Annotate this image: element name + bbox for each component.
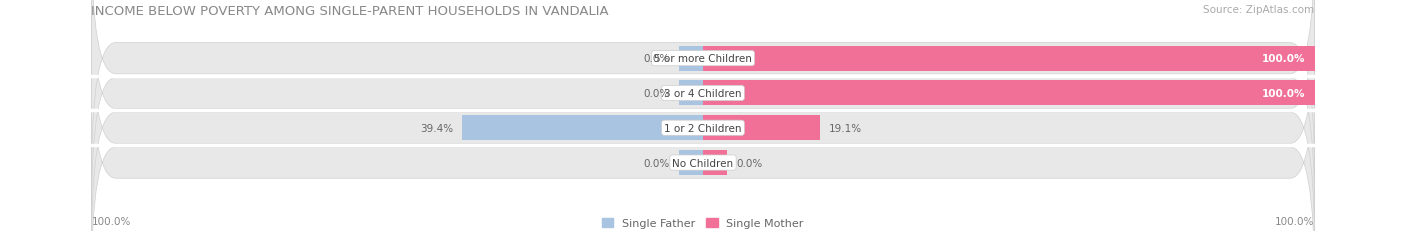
FancyBboxPatch shape [91, 0, 1315, 217]
Text: 100.0%: 100.0% [91, 216, 131, 226]
Text: 100.0%: 100.0% [1275, 216, 1315, 226]
FancyBboxPatch shape [91, 5, 1315, 231]
Text: No Children: No Children [672, 158, 734, 168]
Text: 0.0%: 0.0% [643, 158, 669, 168]
Text: 39.4%: 39.4% [420, 123, 453, 133]
FancyBboxPatch shape [91, 40, 1315, 231]
Text: 0.0%: 0.0% [737, 158, 763, 168]
Bar [703, 46, 1315, 71]
Text: 1 or 2 Children: 1 or 2 Children [664, 123, 742, 133]
Text: 0.0%: 0.0% [643, 88, 669, 99]
Legend: Single Father, Single Mother: Single Father, Single Mother [598, 214, 808, 231]
Bar [463, 116, 703, 141]
Text: 19.1%: 19.1% [830, 123, 862, 133]
Text: 100.0%: 100.0% [1263, 88, 1305, 99]
Text: 3 or 4 Children: 3 or 4 Children [664, 88, 742, 99]
Text: 0.0%: 0.0% [643, 54, 669, 64]
Bar [679, 81, 703, 106]
Bar [679, 46, 703, 71]
Bar [703, 116, 820, 141]
Text: INCOME BELOW POVERTY AMONG SINGLE-PARENT HOUSEHOLDS IN VANDALIA: INCOME BELOW POVERTY AMONG SINGLE-PARENT… [91, 5, 609, 18]
Text: 5 or more Children: 5 or more Children [654, 54, 752, 64]
FancyBboxPatch shape [91, 0, 1315, 182]
Bar [679, 150, 703, 175]
Bar [703, 81, 1315, 106]
Text: 100.0%: 100.0% [1263, 54, 1305, 64]
Bar [703, 150, 727, 175]
Text: Source: ZipAtlas.com: Source: ZipAtlas.com [1204, 5, 1315, 15]
